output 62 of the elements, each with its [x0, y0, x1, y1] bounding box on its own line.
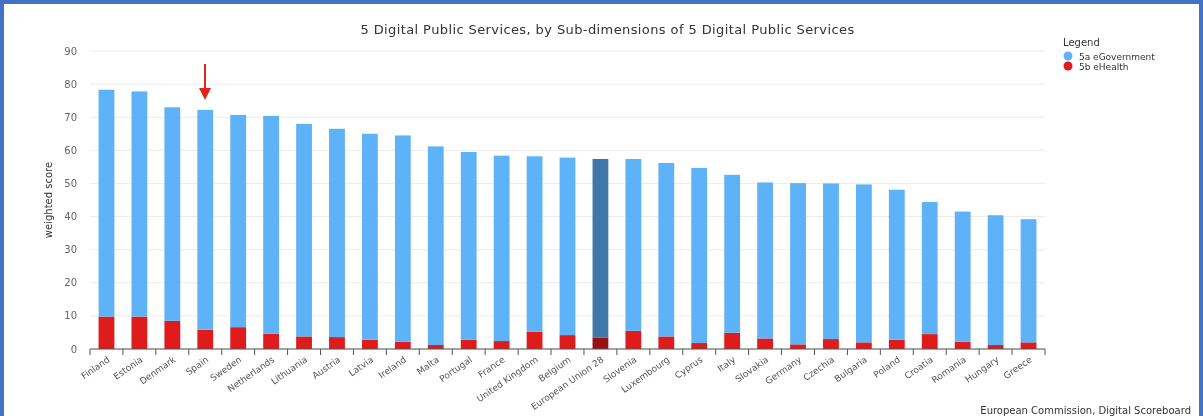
- bar: [427, 146, 444, 346]
- bar: [790, 183, 806, 345]
- bar: [263, 115, 280, 334]
- bar: [296, 123, 312, 337]
- bar: [855, 342, 872, 349]
- bar: [263, 333, 280, 349]
- bar: [131, 316, 148, 349]
- bar: [296, 336, 312, 349]
- bar: [724, 332, 741, 349]
- bar: [98, 316, 115, 349]
- legend-title: Legend: [1063, 37, 1100, 48]
- bar: [855, 184, 872, 343]
- bar: [493, 155, 510, 342]
- bar: [230, 327, 247, 349]
- y-tick-label: 70: [64, 111, 77, 123]
- bar: [592, 337, 609, 349]
- y-tick-label: 0: [70, 343, 77, 355]
- x-tick-label: Italy: [715, 354, 738, 374]
- bar: [164, 107, 181, 321]
- y-tick-label: 10: [64, 310, 77, 322]
- bar: [757, 338, 773, 349]
- y-tick-label: 90: [64, 45, 77, 57]
- bar: [362, 133, 378, 340]
- bar: [526, 156, 543, 332]
- y-tick-label: 40: [64, 211, 77, 223]
- bar: [197, 109, 214, 330]
- bar: [329, 128, 345, 338]
- bar: [197, 329, 214, 349]
- bar: [658, 336, 675, 349]
- legend-label: 5b eHealth: [1079, 61, 1129, 72]
- bar: [460, 151, 477, 340]
- bar: [888, 189, 905, 340]
- bar: [329, 337, 345, 349]
- y-tick-label: 20: [64, 277, 77, 289]
- y-tick-label: 50: [64, 177, 77, 189]
- bar: [757, 182, 773, 339]
- bar: [625, 330, 642, 349]
- chart-title: 5 Digital Public Services, by Sub-dimensions of 5 Digital Public Services: [360, 22, 855, 37]
- bar: [823, 183, 839, 340]
- text: European Commission, Digital Scoreboard: [980, 405, 1191, 416]
- bar: [394, 135, 411, 342]
- bar: [164, 320, 181, 349]
- bar: [691, 167, 708, 344]
- bar: [658, 162, 675, 337]
- bar: [625, 158, 642, 331]
- bar: [98, 89, 115, 317]
- bar: [921, 334, 938, 349]
- bar: [954, 211, 971, 342]
- bar: [987, 215, 1004, 346]
- bar: [823, 339, 839, 349]
- legend-label: 5a eGovernment: [1079, 51, 1156, 62]
- y-axis-title: weighted score: [43, 161, 54, 239]
- bar: [559, 157, 576, 336]
- bar: [921, 201, 938, 335]
- bar: [1020, 219, 1037, 343]
- y-tick-label: 30: [64, 244, 77, 256]
- y-tick-label: 80: [64, 78, 77, 90]
- y-tick-label: 60: [64, 144, 77, 156]
- bar: [131, 91, 148, 317]
- bar: [724, 174, 741, 333]
- bar: [592, 158, 609, 338]
- bar: [230, 114, 247, 328]
